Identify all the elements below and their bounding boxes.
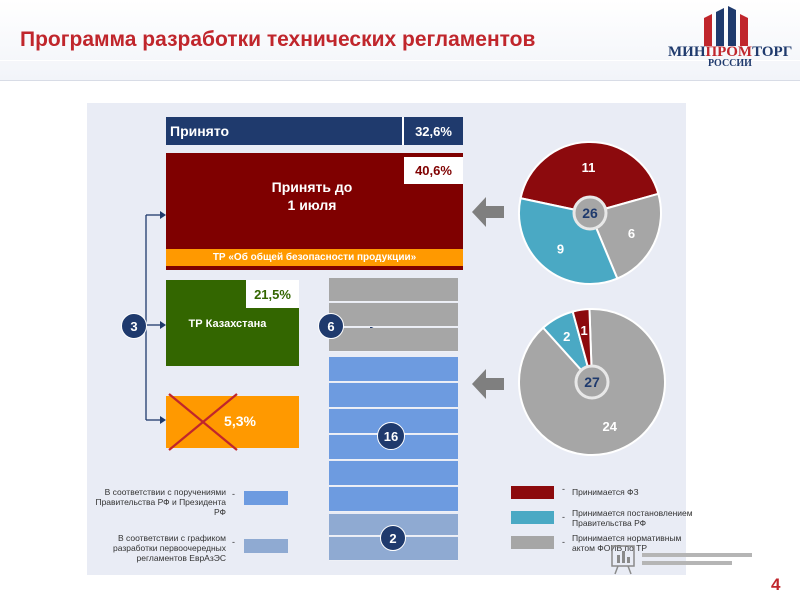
- legend-right-text-1: Принимается ФЗ: [572, 487, 639, 497]
- logo-wordmark: МИНПРОМТОРГ: [668, 44, 793, 60]
- stack-cell: [329, 278, 458, 302]
- pie-chart-bottom: 24 2 1 27: [518, 308, 666, 456]
- badge-16: 16: [377, 422, 405, 450]
- header-divider: [0, 60, 800, 61]
- page-number: 4: [771, 575, 781, 594]
- presentation-watermark-icon: [611, 545, 752, 575]
- legend-left-text-1: В соответствии с поручениями Правительст…: [95, 487, 226, 517]
- regulations-stack: [329, 278, 458, 561]
- slide-header: [0, 0, 800, 81]
- legend-swatch-right-1: [511, 486, 554, 499]
- legend-dash: -: [232, 537, 235, 547]
- legend-dash: -: [562, 484, 565, 494]
- legend-right-text-3: Принимается нормативным актом ФОИВ по ТР: [572, 533, 682, 553]
- kazakhstan-percent: 21,5%: [246, 280, 299, 308]
- badge-3: 3: [121, 313, 147, 339]
- general-safety-strip: ТР «Об общей безопасности продукции»: [166, 249, 463, 266]
- stack-cell: [329, 357, 458, 382]
- accepted-label: Принято: [170, 123, 230, 139]
- pie-center-badge: [574, 364, 610, 400]
- accept-by-label: Принять до 1 июля: [271, 179, 353, 213]
- arrow-left-icon: [472, 197, 504, 227]
- legend-dash: -: [232, 489, 235, 499]
- pie-slice-label: 2: [563, 329, 570, 344]
- legend-left-text-2: В соответствии с графиком разработки пер…: [112, 533, 226, 563]
- badge-2: 2: [380, 525, 406, 551]
- legend-right-text-2: Принимается постановлением Правительства…: [572, 508, 693, 528]
- stack-cell: [329, 461, 458, 486]
- logo-subtitle: РОССИИ: [708, 58, 752, 69]
- legend-dash: -: [562, 512, 565, 522]
- pie-slice-label: 24: [603, 419, 618, 434]
- pie-slice-label: 1: [580, 323, 587, 338]
- legend-dash: -: [562, 537, 565, 547]
- pie-slice-label: 11: [582, 160, 596, 175]
- badge-6: 6: [318, 313, 344, 339]
- cancelled-block: [166, 396, 299, 448]
- stack-cell: [329, 487, 458, 512]
- cancelled-percent: 5,3%: [224, 413, 256, 429]
- accepted-percent: 32,6%: [415, 123, 452, 139]
- page-title: Программа разработки технических регламе…: [20, 28, 536, 51]
- stack-cell: [329, 328, 458, 352]
- accepted-divider: [402, 117, 404, 145]
- cross-out-icon: [168, 393, 238, 451]
- pie-slice-label: 6: [628, 226, 635, 241]
- stack-cell: [329, 303, 458, 327]
- accepted-bar: Принято: [166, 117, 463, 145]
- legend-swatch-left-2: [244, 539, 288, 553]
- pie-slice: [588, 192, 662, 280]
- pie-chart-top: 11 6 9 26: [518, 141, 662, 285]
- pie-slice: [571, 308, 593, 383]
- ministry-logo-icon: [704, 6, 748, 46]
- stack-cell: [329, 383, 458, 408]
- pie-slice: [519, 141, 660, 215]
- pie-slice-label: 9: [557, 242, 564, 257]
- accept-by-percent: 40,6%: [404, 157, 463, 184]
- legend-swatch-left-1: [244, 491, 288, 505]
- legend-swatch-right-3: [511, 536, 554, 549]
- kazakhstan-label: ТР Казахстана: [188, 318, 267, 330]
- arrow-left-icon: [472, 369, 504, 399]
- legend-swatch-right-2: [511, 511, 554, 524]
- pie-center-badge: [572, 195, 608, 231]
- pie-total-label: 26: [582, 205, 598, 221]
- pie-total-label: 27: [584, 374, 600, 390]
